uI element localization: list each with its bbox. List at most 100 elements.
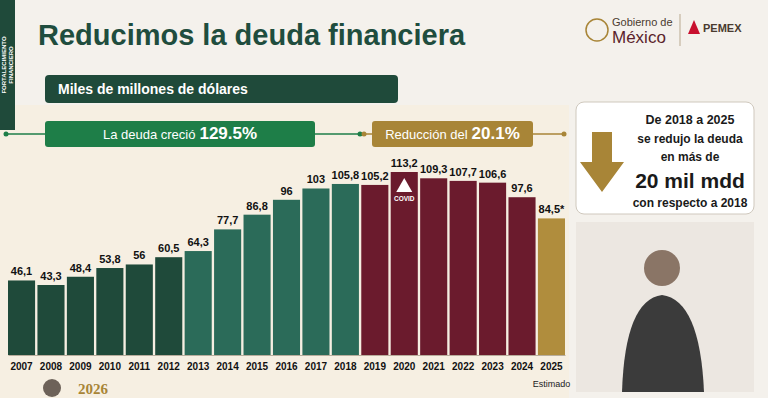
callout-text: se redujo la deuda bbox=[637, 132, 743, 146]
title: Reducimos la deuda financiera bbox=[38, 19, 466, 51]
bar bbox=[361, 185, 388, 355]
x-tick: 2013 bbox=[187, 355, 210, 372]
data-label: 46,1 bbox=[11, 265, 32, 277]
x-tick: 2011 bbox=[128, 355, 150, 372]
data-label: 109,3 bbox=[420, 163, 448, 175]
data-label: 107,7 bbox=[449, 166, 477, 178]
data-label: 43,3 bbox=[40, 270, 61, 282]
bar bbox=[185, 251, 212, 355]
data-label: 103 bbox=[307, 173, 325, 185]
x-tick: 2024 bbox=[511, 355, 534, 372]
bar bbox=[450, 181, 477, 355]
data-label: 56 bbox=[133, 249, 145, 261]
range-dot bbox=[4, 132, 9, 137]
x-tick-label: 2011 bbox=[128, 361, 150, 372]
subtitle-box bbox=[45, 75, 398, 103]
data-label: 77,7 bbox=[217, 214, 238, 226]
x-tick-label: 2015 bbox=[246, 361, 269, 372]
x-tick: 2023 bbox=[481, 355, 504, 372]
bar bbox=[479, 183, 506, 355]
annotation-label: COVID bbox=[394, 195, 415, 202]
data-label: 48,4 bbox=[70, 262, 92, 274]
x-tick: 2021 bbox=[423, 355, 446, 372]
bar bbox=[420, 178, 447, 355]
x-tick-label: 2008 bbox=[40, 361, 63, 372]
background bbox=[0, 0, 768, 398]
x-tick-label: 2024 bbox=[511, 361, 534, 372]
x-tick: 2007 bbox=[10, 355, 33, 372]
data-labels: 46,143,348,453,85660,564,377,786,8961031… bbox=[11, 157, 565, 282]
data-label: 96 bbox=[280, 185, 292, 197]
data-label: 97,6 bbox=[511, 182, 532, 194]
x-tick: 2015 bbox=[246, 355, 269, 372]
range-dot bbox=[562, 132, 567, 137]
x-tick-label: 2007 bbox=[10, 361, 33, 372]
data-label: 106,6 bbox=[479, 168, 507, 180]
footer-text: 2026 bbox=[78, 381, 109, 397]
range-label: Reducción del 20.1% bbox=[385, 124, 520, 143]
bar bbox=[67, 277, 94, 355]
logo-emblem bbox=[586, 19, 608, 41]
bar bbox=[538, 218, 565, 355]
bar bbox=[214, 229, 241, 355]
data-label: 53,8 bbox=[99, 253, 120, 265]
bar bbox=[391, 172, 418, 355]
range-label-value: 20.1% bbox=[472, 124, 520, 143]
bar bbox=[155, 257, 182, 355]
footer-icon bbox=[43, 379, 61, 397]
bar bbox=[273, 200, 300, 355]
data-label: 105,8 bbox=[332, 169, 360, 181]
range-label-text: La deuda creció bbox=[103, 127, 196, 142]
range-label-text: Reducción del bbox=[385, 127, 467, 142]
video-figure bbox=[644, 250, 680, 286]
x-tick-label: 2018 bbox=[334, 361, 357, 372]
x-tick-label: 2014 bbox=[216, 361, 239, 372]
data-label: 113,2 bbox=[391, 157, 418, 169]
bar bbox=[37, 285, 64, 355]
side-label: FINANCIERO bbox=[8, 46, 14, 84]
annotation-label: Estimado bbox=[533, 379, 571, 389]
x-tick-label: 2016 bbox=[275, 361, 298, 372]
range-label: La deuda creció129.5% bbox=[103, 124, 257, 143]
x-tick: 2012 bbox=[158, 355, 181, 372]
logo-text: PEMEX bbox=[703, 22, 742, 34]
x-tick-label: 2009 bbox=[69, 361, 92, 372]
subtitle: Miles de millones de dólares bbox=[58, 81, 248, 97]
range-box bbox=[45, 121, 315, 147]
x-axis-line bbox=[9, 355, 566, 356]
range-box bbox=[372, 121, 533, 147]
x-tick: 2020 bbox=[393, 355, 416, 372]
video-panel bbox=[576, 222, 754, 392]
logo-separator bbox=[680, 14, 681, 46]
annotation-marker bbox=[396, 178, 412, 192]
bar bbox=[332, 184, 359, 355]
bars bbox=[8, 172, 565, 355]
logo-text: México bbox=[612, 28, 666, 47]
callout-arrow bbox=[580, 132, 624, 192]
x-tick-label: 2021 bbox=[423, 361, 446, 372]
x-tick: 2009 bbox=[69, 355, 92, 372]
data-label: 86,8 bbox=[246, 200, 267, 212]
x-tick-label: 2025 bbox=[540, 361, 563, 372]
bar bbox=[244, 215, 271, 355]
x-tick: 2016 bbox=[275, 355, 298, 372]
callout-text: en más de bbox=[661, 150, 720, 164]
x-tick: 2017 bbox=[305, 355, 328, 372]
x-tick-label: 2017 bbox=[305, 361, 328, 372]
data-label: 105,2 bbox=[361, 170, 389, 182]
x-tick-label: 2023 bbox=[481, 361, 504, 372]
x-tick: 2008 bbox=[40, 355, 63, 372]
x-tick: 2014 bbox=[216, 355, 239, 372]
video-figure bbox=[622, 295, 704, 392]
x-tick: 2019 bbox=[364, 355, 387, 372]
data-label: 84,5* bbox=[539, 203, 565, 215]
x-tick: 2025 bbox=[540, 355, 563, 372]
bar bbox=[302, 188, 329, 355]
x-tick-label: 2019 bbox=[364, 361, 387, 372]
x-tick: 2018 bbox=[334, 355, 357, 372]
chart-root: FORTALECIMIENTOFINANCIEROReducimos la de… bbox=[0, 0, 768, 398]
bar bbox=[508, 197, 535, 355]
chart-panel bbox=[0, 105, 569, 398]
x-axis: 2007200820092010201120122013201420152016… bbox=[9, 355, 566, 372]
x-tick-label: 2022 bbox=[452, 361, 475, 372]
